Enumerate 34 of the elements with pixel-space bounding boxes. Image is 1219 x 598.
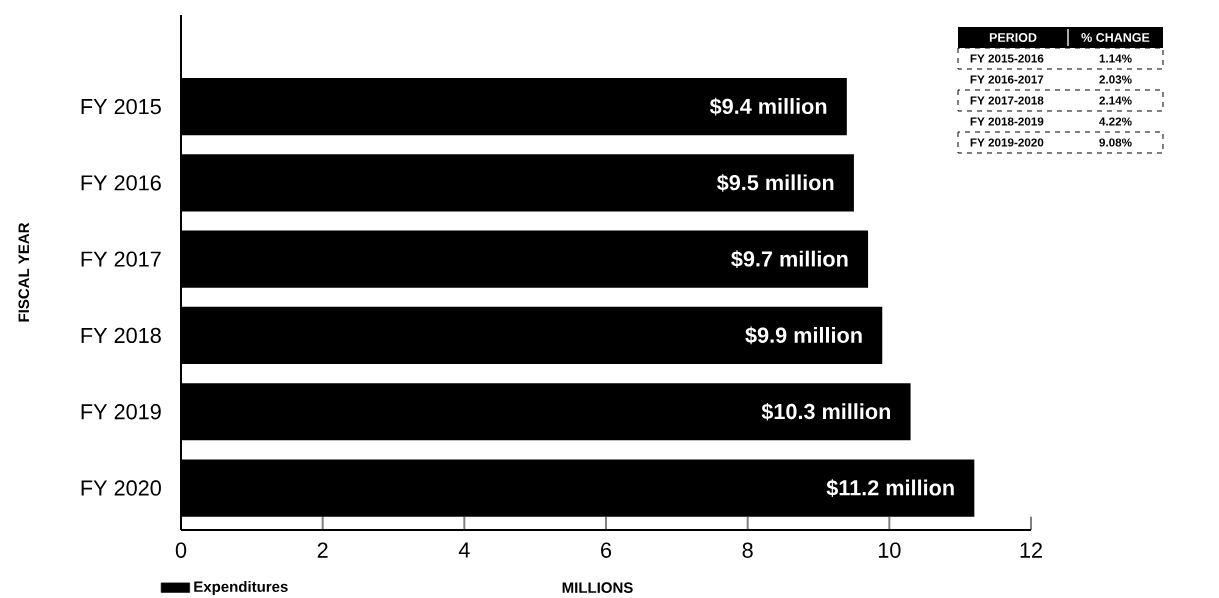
text: 1.14%: [1099, 54, 1132, 63]
x-tick-label: 0: [175, 542, 187, 558]
data-label: $11.2 million: [826, 479, 954, 497]
data-label: $9.4 million: [709, 97, 827, 116]
text: PERIOD: [989, 33, 1037, 42]
x-tick-label: 2: [317, 542, 328, 558]
data-label: $9.9 million: [745, 326, 862, 345]
x-tick-label: 10: [878, 542, 901, 558]
data-label: $9.7 million: [731, 250, 848, 268]
legend-label: Expenditures: [194, 580, 288, 595]
x-tick-label: 8: [742, 542, 753, 558]
text: 2.14%: [1099, 96, 1132, 105]
annotation: FY 2019-2020: [970, 138, 1044, 147]
text: % CHANGE: [1081, 33, 1150, 42]
y-tick-label: FY 2016: [81, 175, 161, 191]
annotation: FY 2017-2018: [970, 96, 1044, 105]
text: 4.22%: [1099, 117, 1132, 126]
text: 9.08%: [1099, 138, 1132, 147]
y-tick-label: FY 2017: [81, 251, 161, 267]
data-label: $9.5 million: [716, 174, 834, 192]
x-tick-label: 12: [1020, 542, 1042, 558]
x-tick-label: 4: [458, 542, 470, 558]
y-axis-title: FISCAL YEAR: [18, 222, 30, 322]
text: FY 2015-2016: [970, 54, 1044, 63]
y-tick-label: FY 2019: [81, 404, 161, 420]
y-tick-label: FY 2020: [81, 480, 161, 496]
x-axis-title: MILLIONS: [562, 582, 633, 593]
y-tick-label: FY 2015: [81, 98, 161, 115]
annotation: FY 2018-2019: [970, 117, 1044, 126]
data-label: $10.3 million: [761, 402, 890, 421]
text: FY 2016-2017: [970, 75, 1044, 84]
y-tick-label: FY 2018: [81, 327, 161, 344]
x-tick-label: 6: [601, 542, 612, 558]
text: 2.03%: [1099, 75, 1132, 84]
